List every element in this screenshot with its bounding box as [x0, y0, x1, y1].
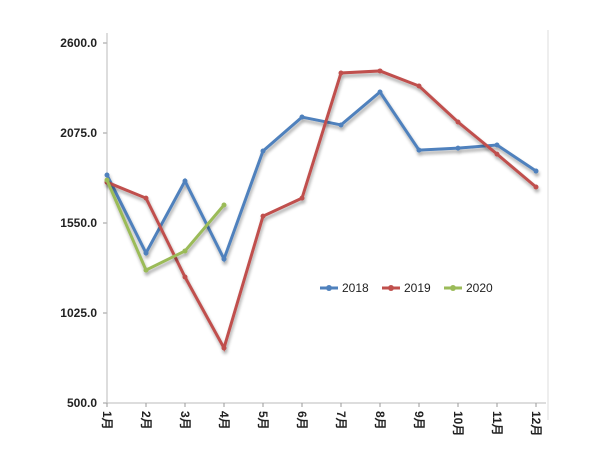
line	[105, 89, 537, 263]
point	[260, 213, 266, 219]
point	[143, 250, 149, 256]
x-tick-label: 6月	[295, 411, 309, 430]
x-tick-label: 12月	[529, 411, 543, 436]
point	[338, 70, 344, 76]
point	[182, 274, 188, 280]
legend-label: 2020	[466, 281, 493, 295]
x-tick-label: 8月	[373, 411, 387, 430]
point	[377, 89, 383, 95]
y-tick-label: 1550.0	[60, 216, 97, 230]
point	[182, 248, 188, 254]
y-tick-label: 500.0	[67, 396, 97, 410]
point	[143, 267, 149, 273]
x-tick-label: 2月	[139, 411, 153, 430]
x-tick-label: 11月	[490, 411, 504, 436]
legend-marker	[388, 285, 394, 291]
point	[299, 114, 305, 120]
x-tick-label: 7月	[334, 411, 348, 430]
point	[260, 148, 266, 154]
x-tick-label: 3月	[178, 411, 192, 430]
point	[416, 147, 422, 153]
point	[221, 202, 227, 208]
point	[299, 195, 305, 201]
legend-marker	[450, 285, 456, 291]
point	[182, 178, 188, 184]
point	[221, 256, 227, 262]
legend-marker	[326, 285, 332, 291]
x-tick-label: 10月	[451, 411, 465, 436]
y-tick-label: 1025.0	[60, 306, 97, 320]
point	[455, 119, 461, 125]
x-tick-label: 5月	[256, 411, 270, 430]
series	[104, 177, 227, 273]
point	[221, 345, 227, 351]
point	[533, 168, 539, 174]
point	[338, 122, 344, 128]
x-tick-label: 9月	[412, 411, 426, 430]
series	[104, 68, 539, 352]
series	[104, 89, 539, 263]
line	[106, 69, 537, 352]
point	[143, 195, 149, 201]
point	[455, 145, 461, 151]
point	[104, 177, 110, 183]
y-tick-label: 2600.0	[60, 36, 97, 50]
point	[494, 151, 500, 157]
legend-label: 2018	[342, 281, 369, 295]
x-tick-label: 4月	[217, 411, 231, 430]
point	[104, 172, 110, 178]
point	[416, 83, 422, 89]
y-tick-label: 2075.0	[60, 126, 97, 140]
legend-label: 2019	[404, 281, 431, 295]
point	[377, 68, 383, 74]
line	[105, 179, 226, 273]
point	[533, 184, 539, 190]
x-tick-label: 1月	[100, 411, 114, 430]
point	[494, 142, 500, 148]
